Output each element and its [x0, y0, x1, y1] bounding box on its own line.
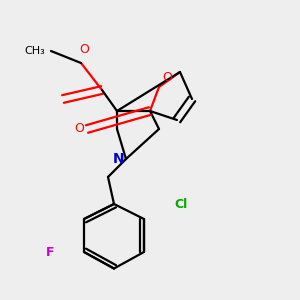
Text: N: N [113, 152, 124, 166]
Text: O: O [74, 122, 84, 136]
Text: Cl: Cl [174, 197, 187, 211]
Text: F: F [46, 245, 54, 259]
Text: O: O [79, 44, 89, 56]
Text: CH₃: CH₃ [24, 46, 45, 56]
Text: O: O [162, 71, 172, 84]
